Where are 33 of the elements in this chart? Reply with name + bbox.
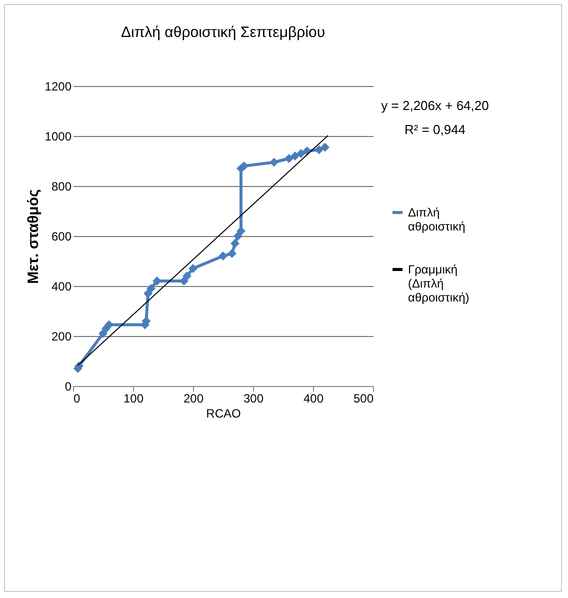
x-tick-label: 0 [74, 392, 80, 406]
x-axis-title: RCAO [206, 406, 241, 420]
y-tick-label: 0 [64, 380, 72, 394]
point [270, 158, 278, 167]
y-tick-label: 1000 [44, 130, 72, 144]
point [146, 284, 156, 293]
point [296, 149, 306, 158]
legend-label: Διπλή αθροιστική [408, 206, 466, 234]
point [182, 272, 192, 280]
y-tick-label: 200 [51, 330, 72, 344]
x-tick-label: 200 [183, 392, 204, 406]
text: y = 2,206x + 64,20 [381, 98, 489, 113]
point [188, 264, 198, 273]
point [230, 239, 240, 248]
x-tick-label: 500 [353, 392, 374, 406]
y-tick-label: 1200 [44, 80, 72, 94]
point [320, 142, 330, 152]
x-tick-label: 100 [123, 392, 144, 406]
legend-label: Γραμμική (Διπλή αθροιστική) [408, 262, 470, 304]
point [284, 154, 294, 163]
point [218, 252, 228, 260]
y-tick-label: 800 [51, 180, 72, 194]
point [228, 249, 236, 258]
y-tick-label: 600 [51, 230, 72, 244]
text: R² = 0,944 [404, 122, 466, 137]
point [314, 145, 324, 154]
x-tick-label: 300 [243, 392, 264, 406]
point [290, 152, 300, 160]
chart-title: Διπλή αθροιστική Σεπτεμβρίου [120, 24, 326, 41]
y-axis-title: Μετ. σταθμός [24, 188, 42, 284]
x-tick-label: 400 [303, 392, 324, 406]
point [104, 320, 114, 330]
y-tick-label: 400 [51, 280, 72, 294]
